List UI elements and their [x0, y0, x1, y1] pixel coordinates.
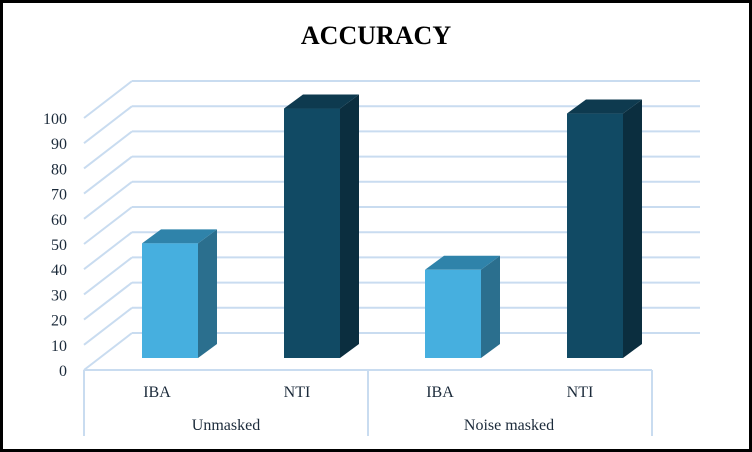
bar-noise-masked-nti [567, 99, 642, 358]
y-tick-label: 0 [59, 363, 67, 380]
category-label: IBA [426, 384, 454, 401]
bar-top [567, 99, 642, 114]
bar-front [142, 243, 198, 358]
group-label: Unmasked [192, 417, 260, 434]
y-tick-label: 90 [51, 136, 67, 153]
bar-side [340, 94, 359, 359]
group-label: Noise masked [464, 417, 554, 434]
gridline-diagonal [83, 231, 133, 270]
gridline-diagonal [83, 206, 133, 245]
gridline-diagonal [83, 155, 133, 195]
y-tick-label: 30 [51, 287, 67, 304]
bar-noise-masked-iba [425, 255, 500, 358]
floor-left-edge [83, 332, 133, 371]
category-label: IBA [143, 384, 171, 401]
bar-side [198, 229, 217, 358]
gridline-diagonal [83, 281, 133, 321]
bar-top [142, 229, 217, 244]
bar-side [623, 99, 642, 358]
bars [142, 94, 642, 359]
category-label: NTI [284, 384, 311, 401]
bar-side [481, 255, 500, 358]
category-label: NTI [567, 384, 594, 401]
bar-front [284, 108, 340, 359]
y-tick-label: 70 [51, 187, 67, 204]
bar-front [425, 269, 481, 358]
x-axis-categories: IBA NTI IBA NTI Unmasked Noise masked [83, 370, 653, 436]
bar-unmasked-nti [284, 94, 359, 359]
y-tick-label: 20 [51, 313, 67, 330]
gridline-diagonal [83, 181, 133, 220]
y-tick-label: 40 [51, 262, 67, 279]
gridline-diagonal [83, 80, 133, 119]
y-tick-label: 50 [51, 237, 67, 254]
y-tick-label: 80 [51, 161, 67, 178]
gridline-diagonal [83, 130, 133, 170]
y-tick-label: 10 [51, 338, 67, 355]
bar-top [425, 255, 500, 270]
bar-unmasked-iba [142, 229, 217, 358]
bar-front [567, 113, 623, 358]
y-tick-label: 100 [43, 111, 67, 128]
gridline-diagonal [83, 307, 133, 346]
gridline-diagonal [83, 256, 133, 296]
bar-top [284, 94, 359, 109]
y-tick-label: 60 [51, 212, 67, 229]
y-axis-ticks: 0 10 20 30 40 50 60 70 80 90 100 [43, 111, 67, 380]
gridline-diagonal [83, 105, 133, 144]
chart-title: ACCURACY [301, 21, 451, 50]
